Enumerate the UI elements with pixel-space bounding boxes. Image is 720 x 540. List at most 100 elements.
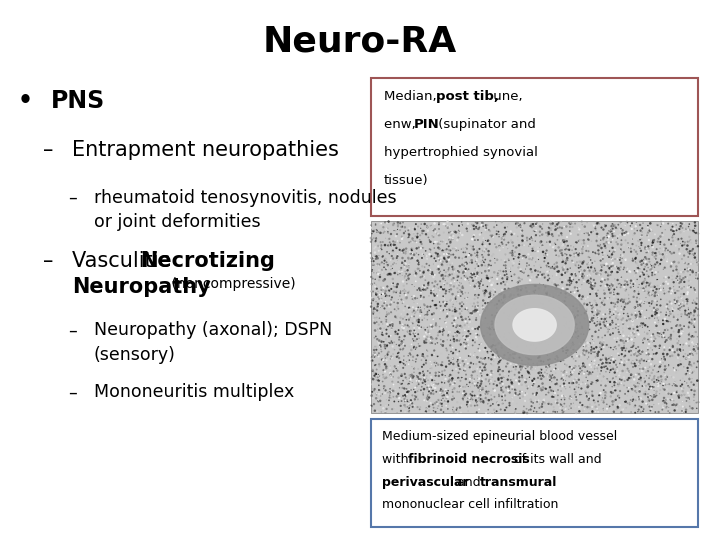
Point <box>688 323 700 332</box>
Point <box>663 235 675 244</box>
Point <box>374 291 385 299</box>
Point <box>554 382 566 390</box>
Point <box>583 315 595 324</box>
Point <box>515 265 526 274</box>
Point <box>372 396 384 405</box>
Point <box>495 234 506 243</box>
Point <box>501 330 513 339</box>
Point <box>410 355 422 363</box>
Point <box>392 269 404 278</box>
Point <box>542 228 554 237</box>
Point <box>523 406 535 414</box>
Point <box>449 394 460 403</box>
Point <box>379 324 390 333</box>
Point <box>499 280 510 289</box>
Point <box>500 321 511 330</box>
Point <box>638 284 649 293</box>
Point <box>477 316 488 325</box>
Point <box>447 343 459 352</box>
Point <box>673 279 685 287</box>
Point <box>519 317 531 326</box>
Point <box>445 273 456 282</box>
Point <box>434 277 446 286</box>
Point <box>461 332 472 341</box>
Point <box>408 312 420 321</box>
Point <box>597 339 608 348</box>
Point <box>430 228 441 237</box>
Point <box>606 260 617 268</box>
Point <box>598 296 609 305</box>
Point <box>526 341 537 349</box>
Point <box>491 309 503 318</box>
Point <box>480 381 492 389</box>
Point <box>490 341 501 350</box>
Point <box>413 260 424 268</box>
Point <box>592 309 603 318</box>
Point <box>474 361 485 369</box>
Point <box>639 378 650 387</box>
Point <box>494 370 505 379</box>
Point <box>428 350 440 359</box>
Point <box>403 381 415 389</box>
Point <box>482 296 494 305</box>
Point <box>430 383 441 392</box>
Point <box>631 249 643 258</box>
Point <box>549 288 560 297</box>
Point <box>526 294 537 302</box>
Point <box>549 293 561 301</box>
Point <box>443 379 454 388</box>
Point <box>373 352 384 361</box>
Point <box>498 335 510 343</box>
Point <box>670 373 682 382</box>
Point <box>620 346 631 355</box>
Point <box>616 306 627 314</box>
Point <box>577 291 589 300</box>
Point <box>514 220 526 229</box>
Point <box>431 334 442 343</box>
Point <box>617 327 629 336</box>
Point <box>603 226 615 235</box>
Point <box>567 365 578 374</box>
Point <box>665 396 676 404</box>
Point <box>648 261 660 270</box>
Point <box>418 332 430 341</box>
Point <box>408 356 419 365</box>
Point <box>460 273 472 281</box>
Point <box>426 289 437 298</box>
Point <box>578 346 590 355</box>
Point <box>502 284 513 293</box>
Point <box>415 403 426 411</box>
Point <box>492 280 503 288</box>
Point <box>600 358 612 367</box>
Point <box>503 384 515 393</box>
Point <box>431 301 442 309</box>
Point <box>501 303 513 312</box>
Point <box>570 319 582 327</box>
Point <box>652 367 664 376</box>
Point <box>488 325 500 334</box>
Point <box>460 253 472 261</box>
Point <box>634 257 646 266</box>
Point <box>638 279 649 287</box>
Point <box>613 232 624 241</box>
Point <box>634 322 646 330</box>
Point <box>530 266 541 275</box>
Point <box>394 292 405 300</box>
Point <box>646 402 657 411</box>
Point <box>636 363 647 372</box>
Point <box>572 393 583 401</box>
Point <box>387 339 398 347</box>
Point <box>483 355 495 363</box>
Point <box>410 345 421 354</box>
Point <box>553 327 564 335</box>
Point <box>552 353 564 362</box>
Point <box>561 361 572 369</box>
Point <box>662 286 674 294</box>
Point <box>629 402 640 411</box>
Point <box>395 226 406 234</box>
Point <box>379 241 391 249</box>
Point <box>572 284 583 292</box>
Point <box>566 328 577 337</box>
Point <box>368 268 379 277</box>
Point <box>552 285 563 293</box>
